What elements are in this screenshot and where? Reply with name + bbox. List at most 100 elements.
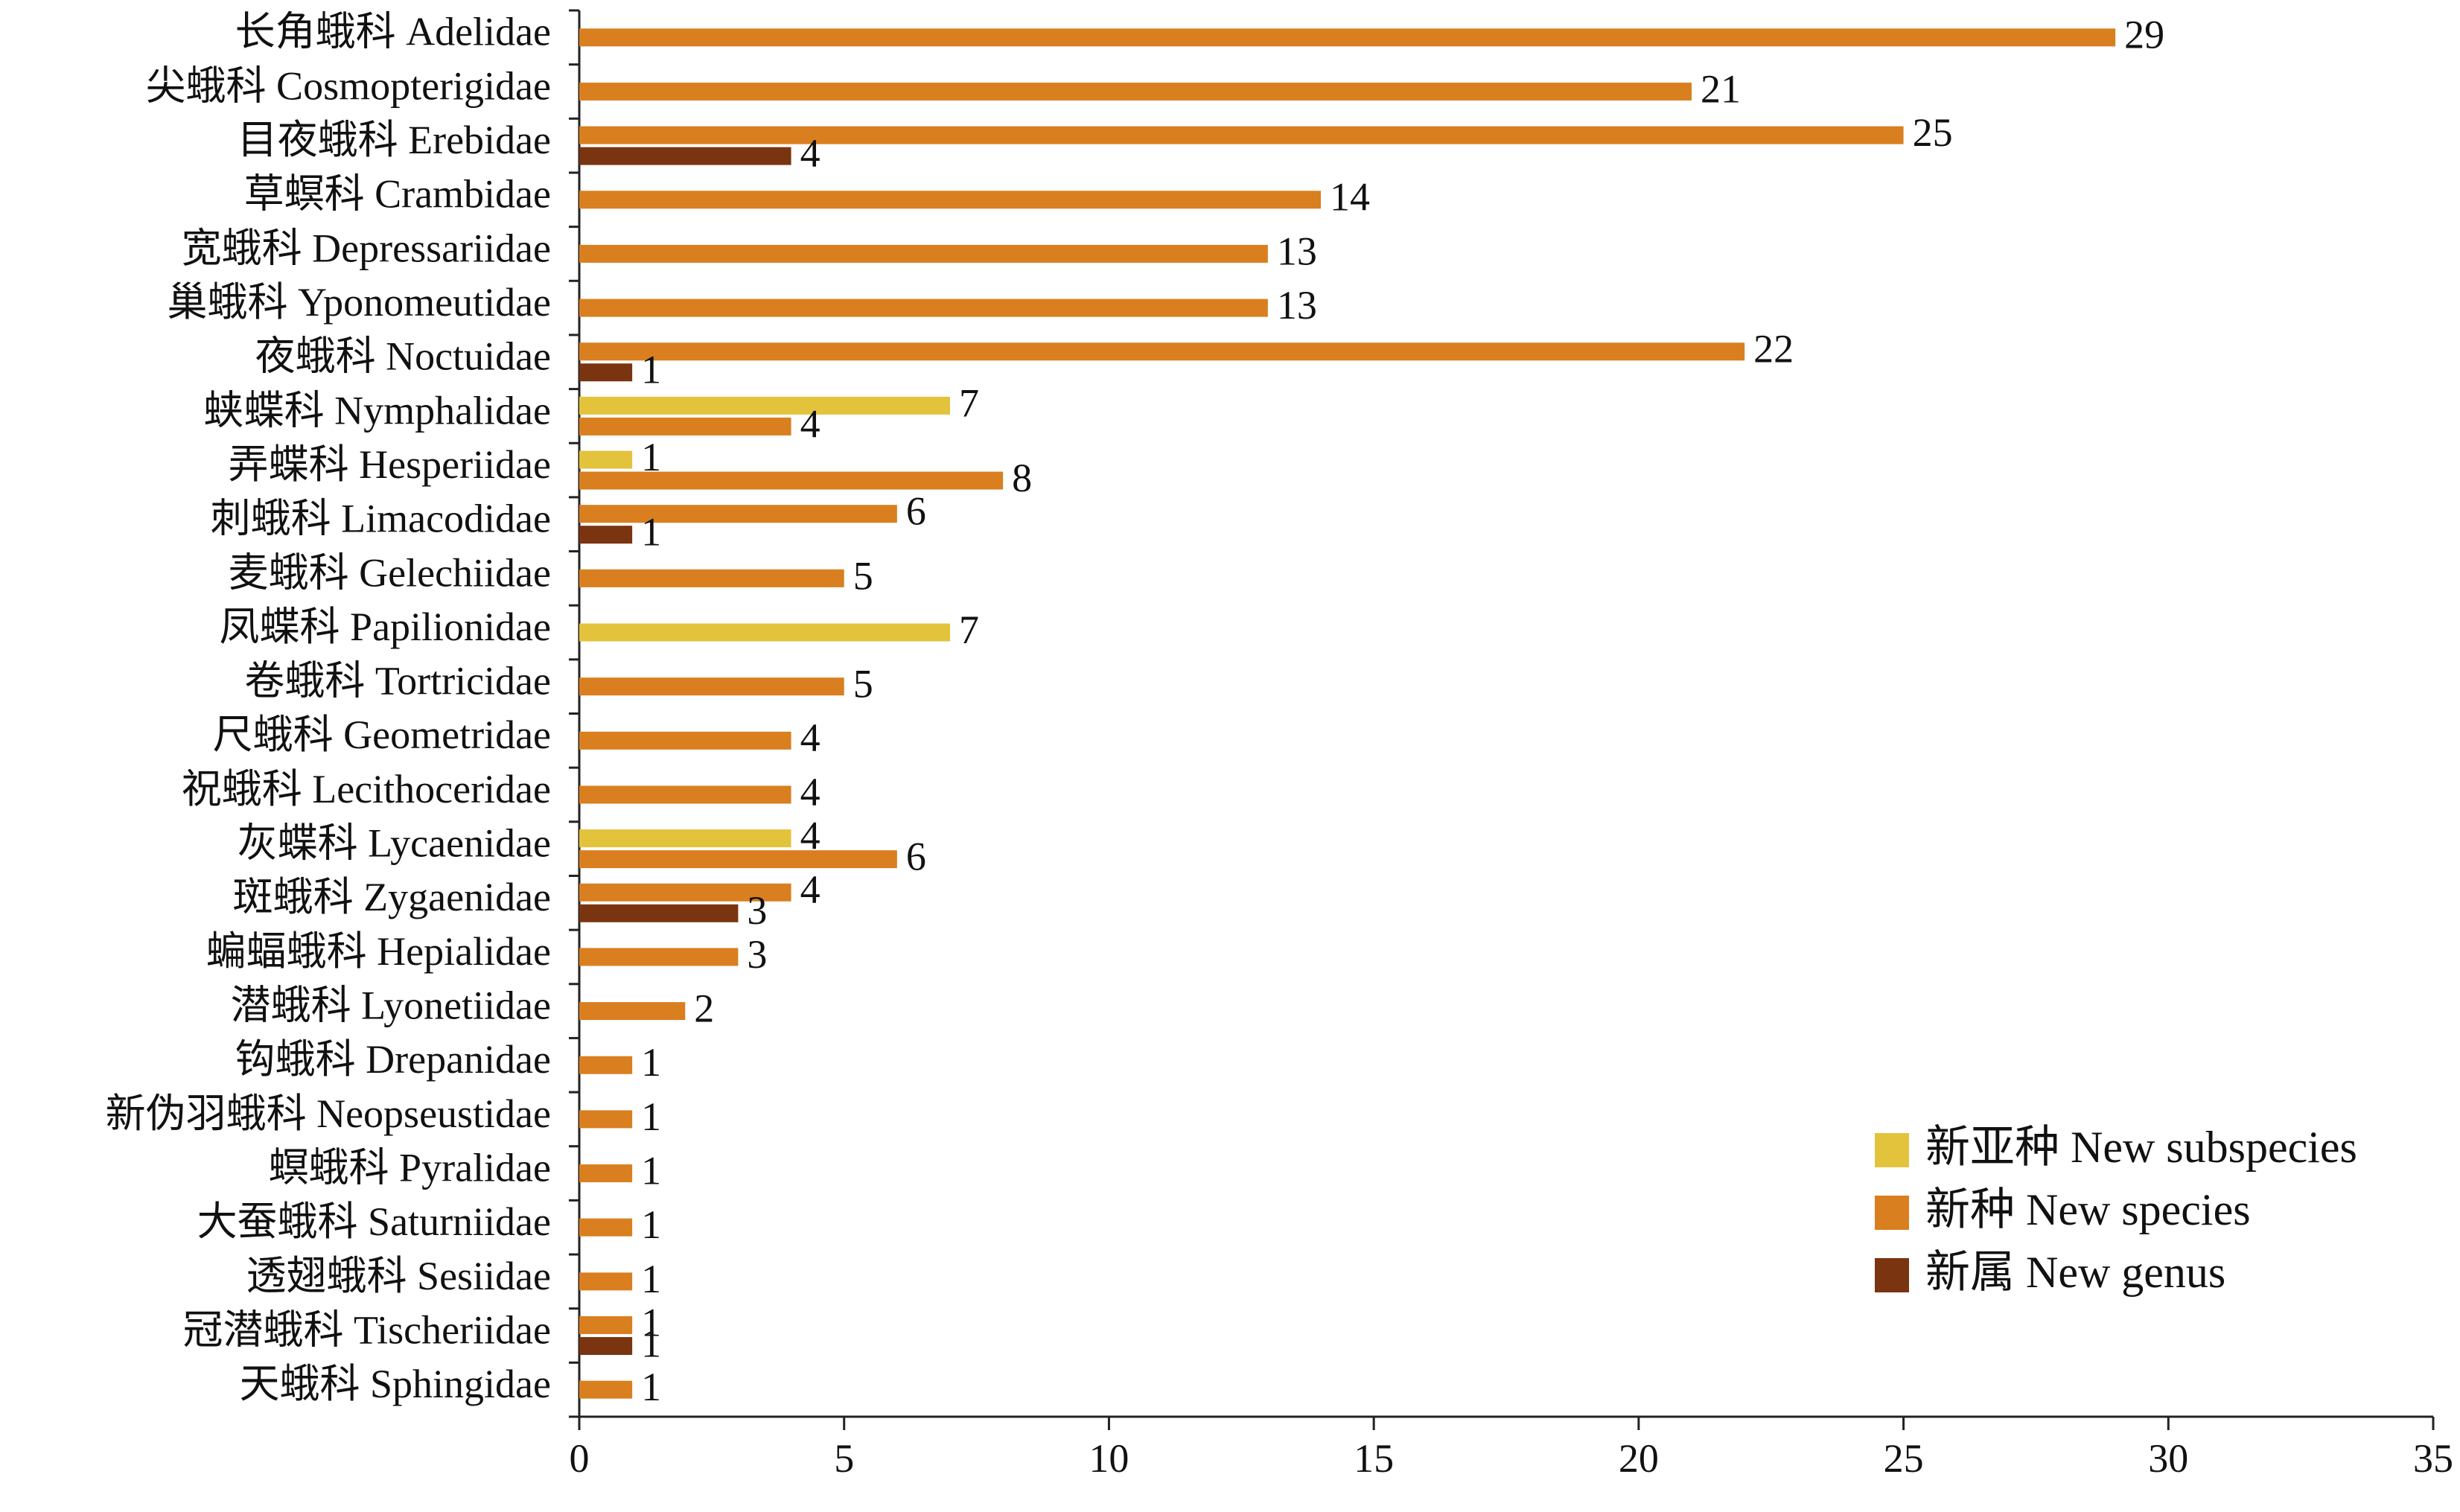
bar [579,677,844,696]
category-label: 潜蛾科 Lyonetiidae [231,983,551,1027]
data-label: 4 [800,131,820,176]
bar [579,1337,633,1356]
bar [579,450,633,469]
category-label: 大蚕蛾科 Saturniidae [197,1199,551,1244]
bar [579,1272,633,1291]
data-label: 22 [1753,327,1794,371]
data-label: 4 [800,867,820,912]
category-label: 蝙蝠蛾科 Hepialidae [206,929,551,974]
category-label: 长角蛾科 Adelidae [235,10,551,54]
bar [579,785,791,804]
x-tick-label: 25 [1884,1436,1924,1481]
legend-swatch [1875,1196,1909,1230]
x-tick-label: 35 [2413,1436,2453,1481]
bar [579,126,1904,144]
category-label: 天蛾科 Sphingidae [240,1362,551,1406]
data-label: 1 [641,1257,661,1301]
legend-label: 新属 New genus [1925,1248,2225,1297]
category-label: 灰蝶科 Lycaenidae [238,821,551,866]
data-label: 1 [641,435,661,479]
category-label: 螟蛾科 Pyralidae [269,1145,551,1190]
bar [579,28,2116,47]
category-label: 草螟科 Crambidae [244,172,551,217]
bar [579,904,739,922]
data-label: 6 [906,835,926,879]
bar [579,299,1268,317]
bar [579,396,950,415]
data-label: 4 [800,401,820,446]
category-label: 新伪羽蛾科 Neopseustidae [106,1091,551,1136]
bar [579,1316,633,1335]
category-label: 目夜蛾科 Erebidae [238,118,551,162]
bar [579,829,791,848]
data-label: 3 [747,888,767,933]
bar [579,342,1745,361]
data-label: 1 [641,1300,661,1344]
data-label: 21 [1701,66,1741,111]
data-label: 7 [959,607,979,652]
category-label: 钩蛾科 Drepanidae [235,1037,551,1082]
bar [579,569,844,587]
data-label: 1 [641,1094,661,1139]
data-label: 1 [641,1040,661,1085]
category-label: 刺蛾科 Limacodidae [211,497,551,541]
legend: 新亚种 New subspecies 新种 New species 新属 New g… [1875,1123,2357,1297]
data-label: 25 [1913,110,1953,155]
data-label: 1 [641,1365,661,1409]
data-label: 3 [747,932,767,977]
bar [579,850,897,869]
category-label: 尖蛾科 Cosmopterigidae [146,63,551,108]
data-label: 13 [1277,229,1317,273]
bar [579,417,791,436]
x-tick-label: 10 [1089,1436,1129,1481]
category-label: 凤蝶科 Papilionidae [220,605,551,649]
bar [579,191,1321,209]
bar [579,1056,633,1074]
data-label: 29 [2124,13,2164,57]
x-tick-label: 30 [2148,1436,2188,1481]
bar [579,505,897,523]
bar [579,244,1268,263]
bar [579,731,791,750]
category-label: 蛱蝶科 Nymphalidae [204,388,551,433]
bar [579,1380,633,1399]
data-label: 8 [1012,456,1032,500]
category-label: 冠潜蛾科 Tischeriidae [183,1307,551,1352]
x-tick-label: 15 [1354,1436,1394,1481]
category-label: 卷蛾科 Tortricidae [244,659,551,704]
category-label: 祝蛾科 Lecithoceridae [182,767,551,811]
category-label: 巢蛾科 Yponomeutidae [168,280,551,325]
legend-swatch [1875,1133,1909,1167]
x-tick-label: 20 [1619,1436,1659,1481]
legend-swatch [1875,1258,1909,1292]
bar [579,1110,633,1129]
bars [579,28,2116,1399]
axes [569,9,2435,1430]
data-label: 1 [641,348,661,392]
bar [579,623,950,642]
data-label: 6 [906,489,926,534]
bar [579,526,633,544]
bar [579,883,791,902]
x-tick-label: 0 [570,1436,590,1481]
legend-label: 新种 New species [1925,1185,2251,1234]
bar [579,82,1692,101]
data-label: 14 [1330,175,1370,220]
category-label: 斑蛾科 Zygaenidae [233,875,551,919]
data-label: 7 [959,380,979,425]
category-label: 弄蝶科 Hesperiidae [229,442,551,487]
data-label: 5 [853,662,873,706]
category-label: 宽蛾科 Depressariidae [182,226,551,270]
data-label: 4 [800,770,820,814]
bar [579,1002,686,1021]
data-label: 1 [641,1148,661,1193]
data-label: 2 [694,986,714,1030]
data-label: 1 [641,510,661,555]
bar [579,147,791,165]
bar [579,471,1004,490]
bar [579,1164,633,1183]
category-label: 夜蛾科 Noctuidae [255,334,551,379]
data-label: 5 [853,553,873,598]
